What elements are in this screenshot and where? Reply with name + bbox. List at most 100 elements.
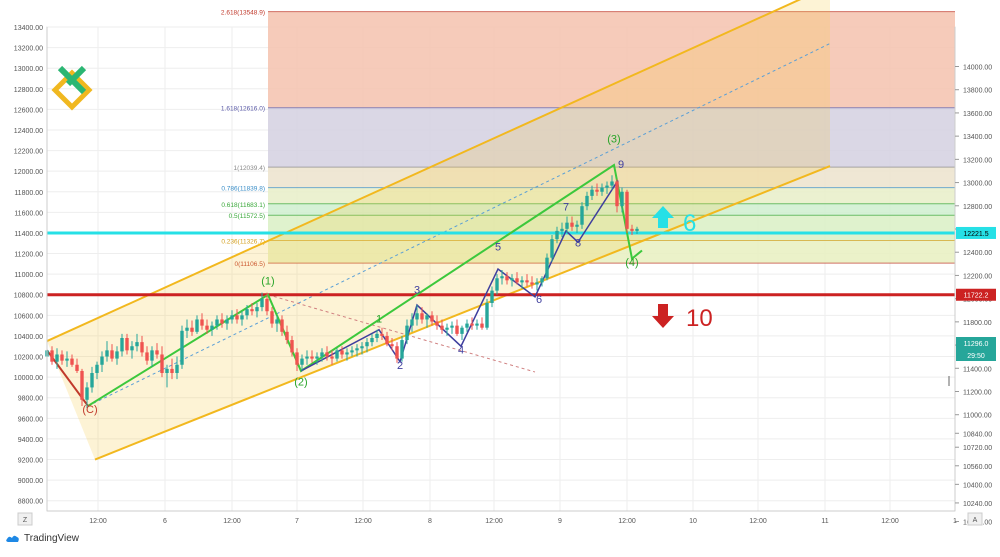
candle bbox=[575, 220, 579, 233]
left-axis-tick: 13200.00 bbox=[14, 46, 43, 53]
wave-label: 9 bbox=[618, 159, 624, 171]
candle bbox=[165, 364, 169, 388]
candle bbox=[410, 313, 414, 332]
candle-body bbox=[335, 350, 339, 359]
candle bbox=[400, 335, 404, 362]
candle-body bbox=[180, 330, 184, 365]
candle-body bbox=[160, 354, 164, 374]
candle bbox=[360, 342, 364, 355]
fib-level-label: 0.618(11683.1) bbox=[221, 202, 265, 209]
candle-body bbox=[615, 181, 619, 207]
candle-body bbox=[325, 352, 329, 357]
wave-label: 8 bbox=[575, 237, 581, 249]
candle-body bbox=[350, 350, 354, 353]
candle-body bbox=[330, 356, 334, 359]
candle bbox=[540, 276, 544, 287]
current-price-badge: 11296.0 bbox=[956, 337, 996, 349]
candle-body bbox=[120, 337, 124, 352]
x-axis-tick: 12:00 bbox=[749, 518, 767, 525]
candle-body bbox=[280, 319, 284, 332]
candle-body bbox=[595, 189, 599, 192]
scale-toggle-right[interactable]: A bbox=[967, 512, 983, 526]
candle-body bbox=[165, 368, 169, 374]
candle bbox=[485, 298, 489, 330]
candle-body bbox=[300, 358, 304, 365]
fib-level-label: 0.5(11572.5) bbox=[229, 213, 265, 220]
right-axis-tick: 11400.00 bbox=[963, 366, 992, 373]
candle-body bbox=[485, 302, 489, 328]
candle-body bbox=[480, 323, 484, 328]
candle bbox=[495, 274, 499, 295]
left-axis-tick: 13000.00 bbox=[14, 66, 43, 73]
candle-body bbox=[305, 356, 309, 359]
candle bbox=[570, 216, 574, 231]
candle-body bbox=[630, 228, 634, 231]
candle-body bbox=[440, 325, 444, 330]
candle bbox=[55, 348, 59, 369]
candle bbox=[430, 311, 434, 326]
candle-body bbox=[70, 358, 74, 365]
candle-body bbox=[215, 319, 219, 326]
candle bbox=[460, 325, 464, 341]
candle bbox=[305, 350, 309, 365]
candle-body bbox=[525, 280, 529, 283]
candle bbox=[425, 313, 429, 328]
candle bbox=[585, 191, 589, 211]
candle bbox=[350, 346, 354, 357]
candle-body bbox=[450, 325, 454, 328]
candle-body bbox=[380, 333, 384, 336]
logo-diamond bbox=[51, 69, 93, 111]
candle-body bbox=[530, 282, 534, 285]
candle bbox=[385, 331, 389, 347]
candle-body bbox=[460, 327, 464, 334]
candle bbox=[490, 286, 494, 308]
candle bbox=[435, 315, 439, 330]
candle bbox=[65, 351, 69, 367]
candle-body bbox=[290, 340, 294, 353]
candle bbox=[390, 337, 394, 351]
left-axis-tick: 12600.00 bbox=[14, 107, 43, 114]
candle bbox=[605, 181, 609, 194]
candle-body bbox=[605, 185, 609, 188]
right-axis-tick: 14000.00 bbox=[963, 65, 992, 72]
candle-body bbox=[495, 278, 499, 291]
candle bbox=[95, 361, 99, 380]
right-axis-tick: 12200.00 bbox=[963, 273, 992, 280]
right-axis-tick: 10400.00 bbox=[963, 482, 992, 489]
candle bbox=[265, 292, 269, 316]
candle bbox=[375, 329, 379, 343]
candle bbox=[170, 358, 174, 380]
candle bbox=[445, 323, 449, 336]
candle bbox=[610, 175, 614, 190]
candle-body bbox=[285, 331, 289, 341]
candle-body bbox=[365, 342, 369, 347]
candle-body bbox=[475, 323, 479, 326]
fib-level-label: 2.618(13548.9) bbox=[221, 10, 265, 17]
wave-major-line bbox=[87, 163, 643, 407]
badge-bg bbox=[956, 226, 996, 239]
target-up-arrow-icon bbox=[652, 206, 674, 228]
candle-body bbox=[310, 356, 314, 359]
x-axis-tick: 12:00 bbox=[223, 518, 241, 525]
candle bbox=[415, 305, 419, 326]
candle-body bbox=[95, 364, 99, 374]
candle bbox=[260, 292, 264, 312]
down-arrow-shape bbox=[652, 304, 674, 328]
candle bbox=[450, 321, 454, 334]
candle-body bbox=[145, 352, 149, 361]
candle bbox=[365, 337, 369, 353]
candle bbox=[90, 366, 94, 393]
candle-body bbox=[355, 348, 359, 351]
left-axis-tick: 11200.00 bbox=[14, 252, 43, 259]
candle-body bbox=[190, 327, 194, 332]
candle-body bbox=[465, 323, 469, 328]
wave-label: 2 bbox=[397, 360, 403, 372]
scale-toggle-left[interactable]: Z bbox=[17, 512, 33, 526]
candle bbox=[105, 341, 109, 362]
scale-button-label: A bbox=[973, 517, 978, 524]
x-axis-tick: 12:00 bbox=[485, 518, 503, 525]
candle-body bbox=[220, 319, 224, 324]
left-axis-tick: 10800.00 bbox=[14, 293, 43, 300]
candle-body bbox=[225, 319, 229, 324]
